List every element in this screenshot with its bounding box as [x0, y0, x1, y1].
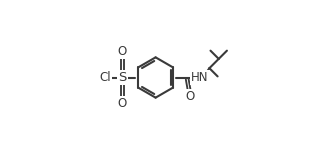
Text: O: O — [118, 97, 127, 110]
Text: O: O — [186, 90, 195, 103]
Text: S: S — [118, 71, 126, 84]
Text: O: O — [118, 45, 127, 58]
Text: Cl: Cl — [99, 71, 111, 84]
Text: HN: HN — [191, 71, 209, 84]
